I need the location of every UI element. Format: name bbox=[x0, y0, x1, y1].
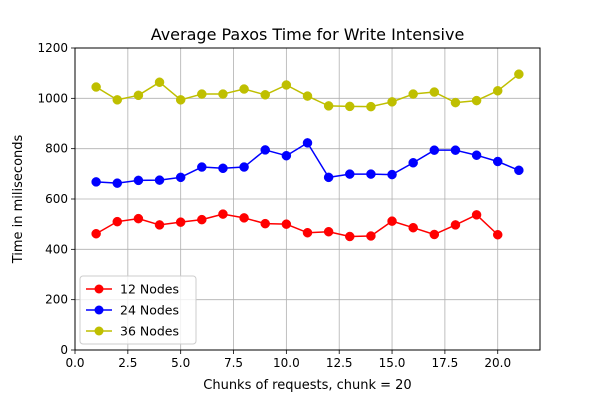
data-point bbox=[450, 220, 461, 230]
x-tick-label: 5.0 bbox=[171, 356, 190, 370]
y-tick-label: 0 bbox=[60, 343, 68, 357]
data-point bbox=[281, 219, 292, 229]
data-point bbox=[239, 162, 249, 172]
data-point bbox=[471, 95, 482, 106]
data-point bbox=[429, 87, 440, 97]
data-point bbox=[218, 209, 228, 219]
chart-title: Average Paxos Time for Write Intensive bbox=[151, 25, 465, 44]
y-axis-label: Time in miliseconds bbox=[11, 134, 26, 264]
data-point bbox=[91, 228, 101, 239]
data-point bbox=[492, 156, 503, 167]
legend-box bbox=[79, 275, 197, 345]
data-point bbox=[260, 218, 270, 229]
legend-marker bbox=[94, 284, 104, 294]
data-point bbox=[323, 101, 334, 111]
legend-label: 12 Nodes bbox=[120, 282, 179, 297]
x-tick-label: 20.0 bbox=[484, 356, 511, 370]
data-point bbox=[91, 82, 101, 92]
data-point bbox=[133, 213, 144, 224]
data-point bbox=[175, 217, 186, 227]
x-axis-label: Chunks of requests, chunk = 20 bbox=[203, 378, 411, 393]
legend: 12 Nodes 24 Nodes 36 Nodes bbox=[79, 275, 197, 345]
data-point bbox=[408, 222, 418, 233]
y-tick-label: 1200 bbox=[37, 41, 68, 55]
data-point bbox=[408, 89, 418, 99]
data-point bbox=[323, 226, 334, 237]
data-point bbox=[112, 216, 123, 227]
x-tick-label: 15.0 bbox=[379, 356, 406, 370]
legend-label: 36 Nodes bbox=[120, 324, 179, 339]
data-point bbox=[302, 138, 313, 148]
data-point bbox=[154, 175, 165, 185]
data-point bbox=[471, 150, 482, 160]
data-point bbox=[175, 95, 186, 105]
data-point bbox=[323, 172, 334, 183]
data-point bbox=[175, 172, 186, 183]
data-point bbox=[408, 158, 418, 168]
data-point bbox=[260, 90, 270, 100]
data-point bbox=[471, 210, 482, 220]
y-tick-label: 600 bbox=[45, 192, 68, 206]
y-tick-label: 800 bbox=[45, 142, 68, 156]
y-tick-label: 400 bbox=[45, 242, 68, 256]
data-point bbox=[281, 150, 292, 161]
data-point bbox=[429, 145, 440, 155]
data-point bbox=[345, 231, 355, 242]
data-point bbox=[492, 229, 503, 240]
data-point bbox=[197, 162, 207, 172]
data-point bbox=[302, 91, 313, 101]
data-point bbox=[112, 95, 123, 105]
data-point bbox=[366, 169, 376, 179]
data-point bbox=[345, 101, 355, 112]
data-point bbox=[302, 227, 313, 238]
x-tick-label: 12.5 bbox=[326, 356, 353, 370]
x-tick-label: 2.5 bbox=[118, 356, 137, 370]
data-point bbox=[492, 86, 503, 96]
data-point bbox=[197, 89, 207, 99]
data-point bbox=[387, 97, 397, 107]
data-point bbox=[260, 145, 270, 155]
data-point bbox=[218, 163, 228, 174]
data-point bbox=[281, 80, 292, 90]
data-point bbox=[514, 165, 524, 176]
data-point bbox=[366, 101, 376, 112]
x-tick-label: 7.5 bbox=[224, 356, 243, 370]
data-point bbox=[387, 169, 397, 180]
data-point bbox=[154, 220, 165, 230]
data-point bbox=[133, 175, 144, 186]
axis-ticks: 0.0 2.5 5.0 7.5 10.0 12.5 15.0 17.5 20.0 0 200 400 6… bbox=[37, 41, 511, 370]
data-point bbox=[429, 229, 440, 240]
data-point bbox=[218, 89, 228, 99]
data-point bbox=[450, 145, 461, 155]
data-point bbox=[91, 177, 101, 187]
y-tick-label: 1000 bbox=[37, 91, 68, 105]
data-point bbox=[387, 216, 397, 226]
data-point bbox=[239, 84, 249, 94]
data-point bbox=[366, 231, 376, 241]
data-point bbox=[345, 169, 355, 179]
x-tick-label: 0.0 bbox=[65, 356, 84, 370]
x-tick-label: 17.5 bbox=[432, 356, 459, 370]
legend-label: 24 Nodes bbox=[120, 303, 179, 318]
legend-marker bbox=[94, 326, 104, 336]
y-tick-label: 200 bbox=[45, 293, 68, 307]
data-point bbox=[197, 214, 207, 225]
series-group bbox=[91, 69, 524, 242]
data-point bbox=[239, 213, 249, 223]
data-point bbox=[112, 178, 123, 188]
data-point bbox=[133, 90, 144, 101]
legend-marker bbox=[94, 305, 104, 315]
data-point bbox=[514, 69, 524, 79]
data-point bbox=[154, 77, 165, 87]
data-point bbox=[450, 97, 461, 108]
x-tick-label: 10.0 bbox=[273, 356, 300, 370]
